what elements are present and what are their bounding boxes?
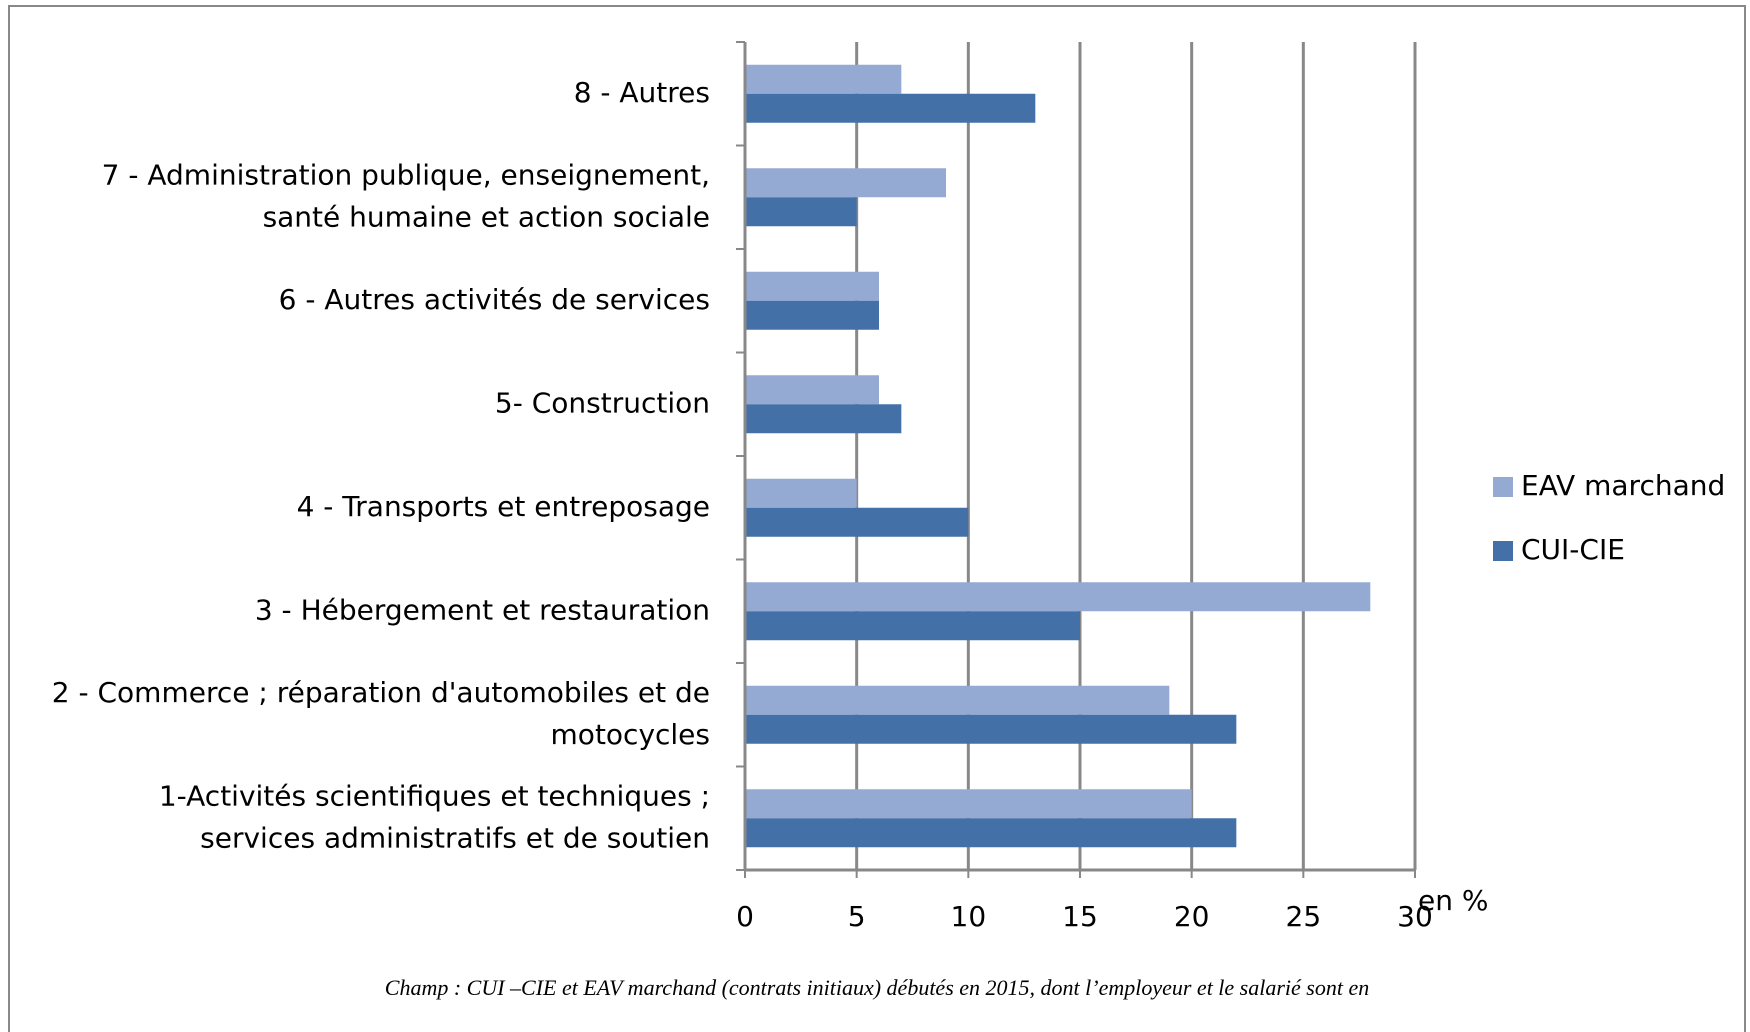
bar: [745, 478, 857, 508]
bar: [745, 611, 1080, 641]
caption: Champ : CUI –CIE et EAV marchand (contra…: [385, 975, 1369, 1000]
bar: [745, 197, 857, 227]
y-tick-label: 1-Activités scientifiques et techniques …: [159, 779, 710, 854]
y-tick-label: 7 - Administration publique, enseignemen…: [102, 158, 710, 233]
x-tick-label: 30: [1397, 900, 1433, 933]
y-tick-label: 6 - Autres activités de services: [279, 283, 710, 316]
y-tick-label: 8 - Autres: [574, 76, 710, 109]
legend-label: EAV marchand: [1521, 469, 1725, 502]
y-tick-label: 4 - Transports et entreposage: [297, 490, 710, 523]
bar: [745, 404, 902, 434]
bar: [745, 818, 1237, 848]
x-tick-label: 0: [736, 900, 754, 933]
bar: [745, 375, 879, 405]
x-tick-label: 25: [1286, 900, 1322, 933]
x-tick-label: 15: [1062, 900, 1098, 933]
y-tick-label: 2 - Commerce ; réparation d'automobiles …: [52, 676, 710, 751]
bar: [745, 685, 1170, 715]
legend-label: CUI-CIE: [1521, 533, 1625, 566]
bar: [745, 714, 1237, 744]
legend-swatch: [1493, 541, 1513, 561]
x-axis-label: en %: [1418, 884, 1488, 917]
bar: [745, 93, 1036, 123]
x-tick-label: 20: [1174, 900, 1210, 933]
x-tick-label: 10: [951, 900, 987, 933]
y-tick-label: 3 - Hébergement et restauration: [255, 593, 710, 626]
bar: [745, 507, 969, 537]
bar: [745, 582, 1371, 612]
legend-swatch: [1493, 477, 1513, 497]
bar: [745, 271, 879, 301]
frame: [8, 5, 1746, 1032]
bar: [745, 64, 902, 94]
bar: [745, 789, 1192, 819]
y-tick-label: 5- Construction: [495, 386, 710, 419]
bar: [745, 168, 946, 198]
bar: [745, 300, 879, 330]
x-tick-label: 5: [848, 900, 866, 933]
